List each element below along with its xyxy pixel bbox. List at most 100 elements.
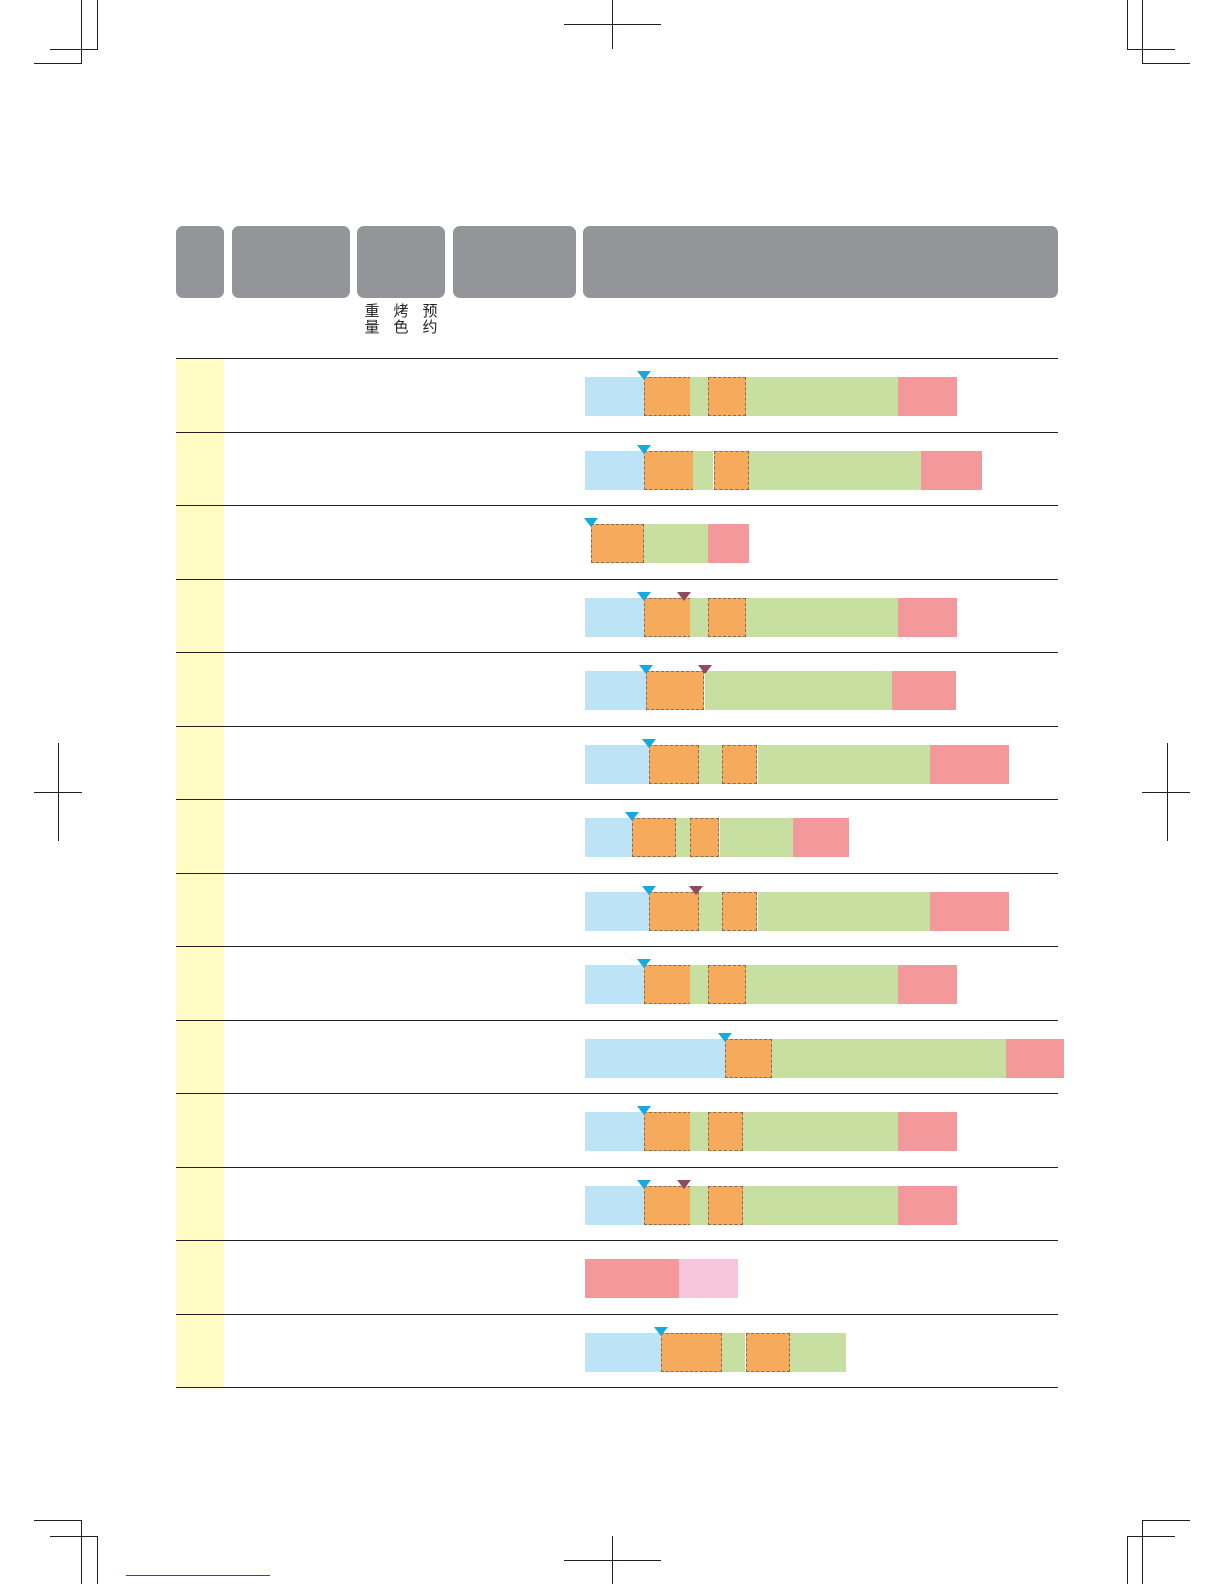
add-ingredient-marker-icon [637, 1180, 651, 1189]
timeline-segment-knead [690, 818, 719, 857]
row-divider [176, 358, 1058, 359]
timeline-segment-preheat [585, 1333, 661, 1372]
crop-mark [50, 1536, 98, 1537]
program-number-cell [176, 1315, 224, 1388]
timeline-segment-bake [1006, 1039, 1064, 1078]
crop-mark [97, 1536, 98, 1584]
timeline-segment-bake [898, 377, 957, 416]
header-cell-process [583, 226, 1058, 298]
timeline-segment-rise [772, 1039, 1006, 1078]
timeline-segment-knead [644, 598, 691, 637]
timeline-segment-rise [746, 377, 898, 416]
timeline-segment-knead [708, 965, 746, 1004]
timeline-segment-knead [644, 377, 691, 416]
timeline-segment-bake [898, 965, 957, 1004]
timeline-segment-knead [591, 524, 644, 563]
timeline-segment-bake [921, 451, 982, 490]
crop-mark [1127, 1536, 1175, 1537]
row-divider [176, 726, 1058, 727]
add-ingredient-marker-icon [639, 665, 653, 674]
add-ingredient-marker-icon [584, 518, 598, 527]
timeline-segment-preheat [585, 1039, 725, 1078]
row-divider [176, 1387, 1058, 1388]
timeline-segment-knead [708, 1112, 743, 1151]
header-cell-no [176, 226, 224, 298]
timeline-segment-knead [649, 892, 699, 931]
timeline-segment-preheat [585, 818, 632, 857]
crop-mark [1142, 1520, 1190, 1521]
row-divider [176, 1093, 1058, 1094]
timeline-segment-preheat [585, 671, 646, 710]
timeline-segment-rise [693, 451, 713, 490]
program-number-cell [176, 947, 224, 1020]
timeline-segment-knead [644, 1112, 691, 1151]
timeline-segment-bake [892, 671, 956, 710]
second-marker-icon [689, 886, 703, 895]
row-divider [176, 652, 1058, 653]
add-ingredient-marker-icon [642, 739, 656, 748]
option-timer-label: 预约 [422, 302, 438, 336]
program-number-cell [176, 506, 224, 579]
timeline-segment-rise [690, 1112, 708, 1151]
crop-mark [81, 1520, 82, 1584]
timeline-segment-preheat [585, 745, 649, 784]
timeline-segment-bake [930, 745, 1009, 784]
timeline-segment-bake [708, 524, 749, 563]
add-ingredient-marker-icon [654, 1327, 668, 1336]
row-divider [176, 946, 1058, 947]
timeline-segment-keep-warm [679, 1259, 738, 1298]
timeline-segment-knead [649, 745, 699, 784]
program-number-cell [176, 1094, 224, 1167]
crop-mark [1127, 0, 1128, 50]
header-cell-menu [232, 226, 350, 298]
crop-mark [34, 63, 82, 64]
add-ingredient-marker-icon [637, 959, 651, 968]
crop-mark [1127, 1536, 1128, 1584]
crop-mark [50, 49, 98, 50]
crop-mark [1142, 792, 1190, 793]
row-divider [176, 1167, 1058, 1168]
program-number-cell [176, 1168, 224, 1241]
timeline-segment-rise [743, 1186, 898, 1225]
timeline-segment-rise [722, 1333, 745, 1372]
row-divider [176, 1020, 1058, 1021]
crop-mark [34, 1520, 82, 1521]
add-ingredient-marker-icon [637, 371, 651, 380]
timeline-segment-knead [722, 745, 757, 784]
second-marker-icon [677, 1180, 691, 1189]
timeline-segment-preheat [585, 377, 644, 416]
crop-mark [1142, 63, 1190, 64]
option-crust-color-label: 烤色 [393, 302, 409, 336]
header-cell-options [357, 226, 445, 298]
row-divider [176, 579, 1058, 580]
add-ingredient-marker-icon [642, 886, 656, 895]
timeline-segment-bake [898, 1112, 957, 1151]
timeline-segment-rise [690, 377, 708, 416]
timeline-segment-rise [758, 745, 931, 784]
crop-mark [81, 0, 82, 63]
timeline-segment-knead [722, 892, 757, 931]
timeline-segment-rise [720, 818, 793, 857]
row-divider [176, 873, 1058, 874]
program-number-cell [176, 1241, 224, 1314]
timeline-segment-knead [661, 1333, 722, 1372]
add-ingredient-marker-icon [637, 592, 651, 601]
program-number-cell [176, 1021, 224, 1094]
footer-link-underline [126, 1575, 270, 1576]
timeline-segment-rise [743, 1112, 898, 1151]
timeline-segment-rise [690, 598, 708, 637]
timeline-segment-rise [690, 1186, 708, 1225]
timeline-segment-bake [898, 598, 957, 637]
timeline-segment-preheat [585, 451, 644, 490]
timeline-segment-knead [708, 598, 746, 637]
program-number-cell [176, 800, 224, 873]
timeline-segment-bake [585, 1259, 679, 1298]
timeline-segment-knead [646, 671, 704, 710]
header-cell-time [453, 226, 576, 298]
timeline-segment-knead [746, 1333, 790, 1372]
row-divider [176, 505, 1058, 506]
program-number-cell [176, 359, 224, 432]
timeline-segment-preheat [585, 965, 644, 1004]
crop-mark [97, 0, 98, 50]
crop-mark [564, 24, 661, 25]
